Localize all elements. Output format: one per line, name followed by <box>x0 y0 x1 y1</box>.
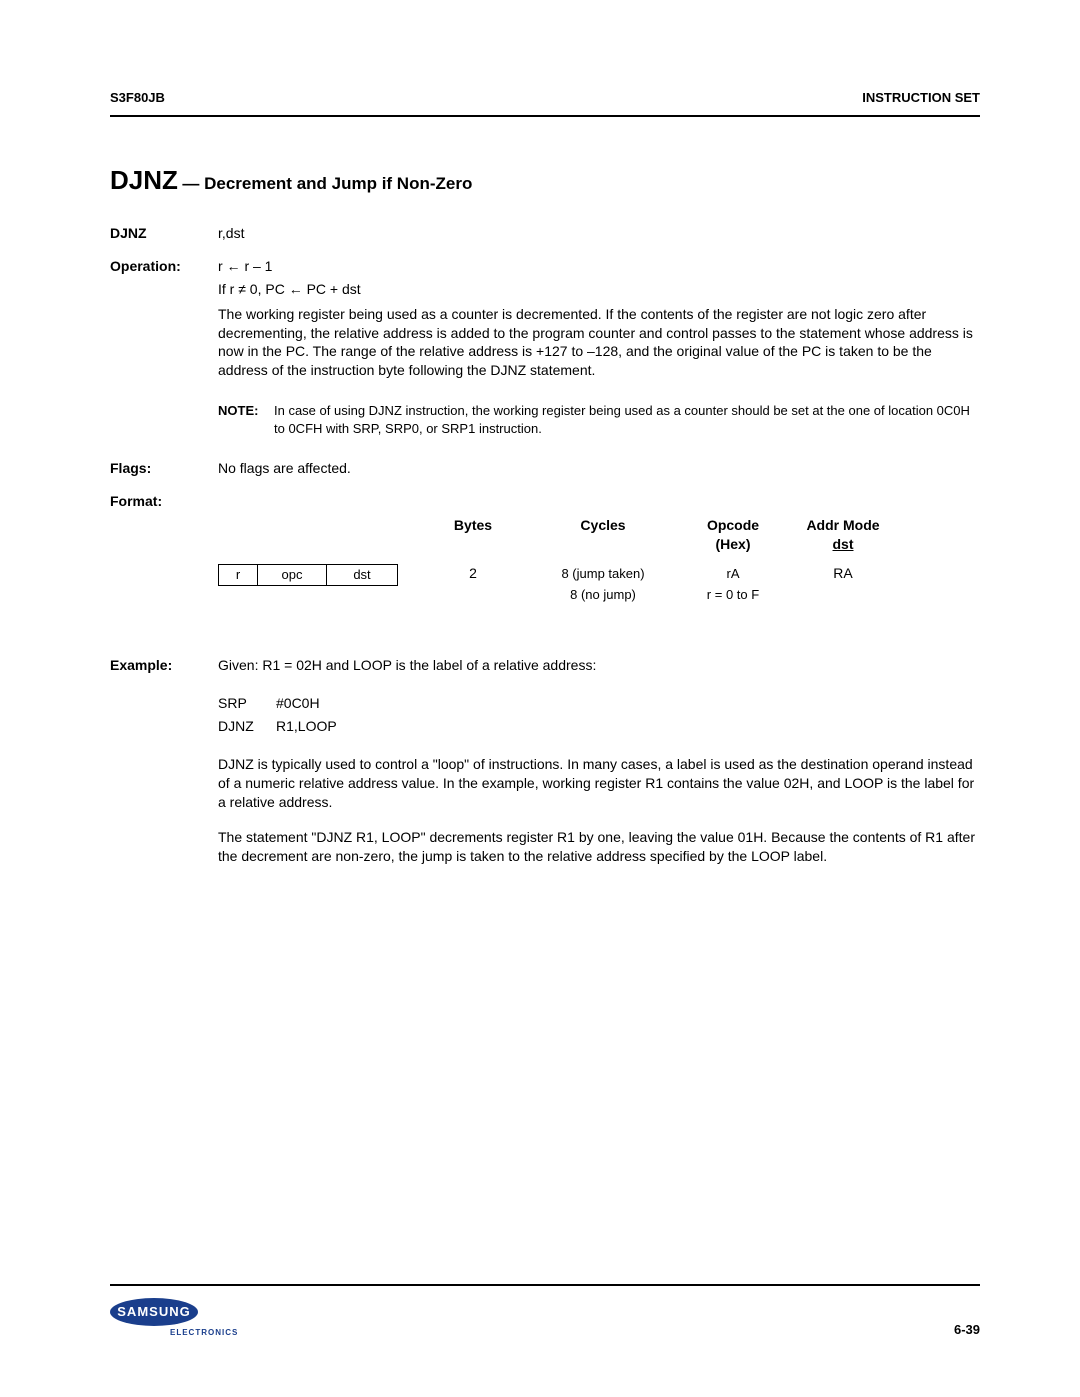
syntax-row: DJNZ r,dst <box>110 224 980 243</box>
enc-cell-r: r <box>219 565 258 585</box>
col-opcode-header: Opcode (Hex) <box>678 516 788 554</box>
page: S3F80JB INSTRUCTION SET DJNZ — Decrement… <box>0 0 1080 1397</box>
opcode-header-text: Opcode <box>707 517 759 533</box>
bytes-value: 2 <box>418 564 528 583</box>
col-bytes-header: Bytes <box>418 516 528 554</box>
syntax-label: DJNZ <box>110 224 218 243</box>
code-mn-1: SRP <box>218 692 276 714</box>
running-header: S3F80JB INSTRUCTION SET <box>110 90 980 117</box>
format-section: Format: Bytes Cycles Opcode (Hex) Addr M… <box>110 492 980 605</box>
addrmode-val: RA <box>788 564 898 583</box>
header-left: S3F80JB <box>110 90 165 105</box>
cycles-nojump: 8 (no jump) <box>528 585 678 606</box>
code-op-2: R1,LOOP <box>276 715 337 737</box>
samsung-logo-icon: SAMSUNG <box>110 1298 198 1326</box>
footer-logo: SAMSUNG ELECTRONICS <box>110 1298 238 1337</box>
example-section: Example: Given: R1 = 02H and LOOP is the… <box>110 656 980 882</box>
example-para1: DJNZ is typically used to control a "loo… <box>218 755 980 812</box>
logo-subtext: ELECTRONICS <box>170 1328 238 1337</box>
flags-label: Flags: <box>110 459 218 478</box>
operation-line2: If r ≠ 0, PC ← PC + dst <box>218 280 980 299</box>
cycles-col: 8 (jump taken) 8 (no jump) <box>528 564 678 606</box>
flags-section: Flags: No flags are affected. <box>110 459 980 478</box>
code-op-1: #0C0H <box>276 692 320 714</box>
note-text: In case of using DJNZ instruction, the w… <box>274 402 980 437</box>
page-footer: SAMSUNG ELECTRONICS 6-39 <box>110 1284 980 1337</box>
format-label: Format: <box>110 492 218 511</box>
operation-label: Operation: <box>110 257 218 276</box>
addrmode-dst-text: dst <box>833 536 854 552</box>
example-label: Example: <box>110 656 218 675</box>
header-right: INSTRUCTION SET <box>862 90 980 105</box>
format-header-row: Bytes Cycles Opcode (Hex) Addr Mode dst <box>218 516 980 554</box>
opcode-col: rA r = 0 to F <box>678 564 788 606</box>
operation-line1: r ← r – 1 <box>218 257 980 276</box>
title-mnemonic: DJNZ <box>110 165 178 195</box>
note-label: NOTE: <box>218 402 274 437</box>
format-data-row: r opc dst 2 8 (jump taken) 8 (no jump) r… <box>218 564 980 606</box>
operation-section: Operation: r ← r – 1 If r ≠ 0, PC ← PC +… <box>110 257 980 459</box>
enc-cell-dst: dst <box>327 565 397 585</box>
addrmode-header-text: Addr Mode <box>806 517 879 533</box>
code-line-2: DJNZ R1,LOOP <box>218 715 980 737</box>
instruction-title: DJNZ — Decrement and Jump if Non-Zero <box>110 165 980 196</box>
syntax-args: r,dst <box>218 224 980 243</box>
encoding-box: r opc dst <box>218 564 398 586</box>
opcode-val: rA <box>678 564 788 585</box>
title-name: Decrement and Jump if Non-Zero <box>204 174 472 193</box>
example-para2: The statement "DJNZ R1, LOOP" decrements… <box>218 828 980 866</box>
code-line-1: SRP #0C0H <box>218 692 980 714</box>
flags-text: No flags are affected. <box>218 459 980 478</box>
example-code: SRP #0C0H DJNZ R1,LOOP <box>218 692 980 737</box>
title-dash: — <box>182 174 204 193</box>
col-addrmode-header: Addr Mode dst <box>788 516 898 554</box>
note-block: NOTE: In case of using DJNZ instruction,… <box>218 402 980 437</box>
code-mn-2: DJNZ <box>218 715 276 737</box>
opcode-header-sub: (Hex) <box>715 536 750 552</box>
opcode-range: r = 0 to F <box>678 585 788 606</box>
example-given: Given: R1 = 02H and LOOP is the label of… <box>218 656 980 675</box>
col-cycles-header: Cycles <box>528 516 678 554</box>
page-number: 6-39 <box>954 1322 980 1337</box>
enc-cell-opc: opc <box>258 565 327 585</box>
operation-description: The working register being used as a cou… <box>218 305 980 381</box>
cycles-jump: 8 (jump taken) <box>528 564 678 585</box>
